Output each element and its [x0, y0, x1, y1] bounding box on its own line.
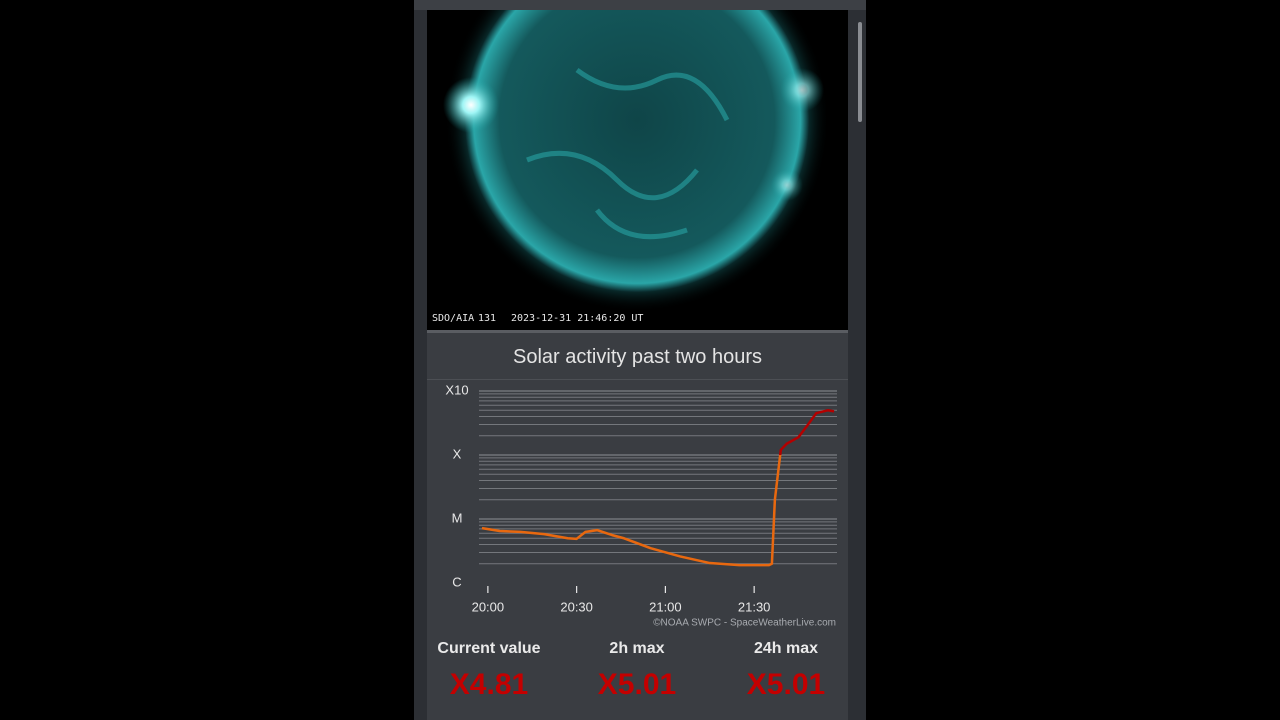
- x-tick-label: 21:30: [738, 599, 771, 614]
- top-bar: [414, 0, 866, 10]
- sun-image: [427, 10, 848, 330]
- data-line: [481, 408, 835, 567]
- image-caption: 2023-12-31 21:46:20 UT: [511, 313, 644, 324]
- image-caption: 131: [478, 313, 497, 324]
- credit: ©NOAA SWPC - SpaceWeatherLive.com: [653, 618, 836, 629]
- chart: C M X X10 20:00 20:30 21:00 21:30 ©NOAA SWPC - S…: [445, 382, 837, 629]
- divider: [427, 379, 848, 380]
- x-tick-label: 20:00: [472, 599, 505, 614]
- x-tick-label: 20:30: [560, 599, 593, 614]
- x-tick-label: 21:00: [649, 599, 682, 614]
- y-tick-label: C: [452, 574, 461, 589]
- stat-value: X5.01: [597, 668, 677, 701]
- y-tick-label: X10: [445, 382, 468, 397]
- stat-label: 2h max: [609, 640, 665, 657]
- stat-label: Current value: [437, 640, 541, 657]
- scrollbar[interactable]: [858, 22, 862, 122]
- y-tick-label: X: [453, 446, 462, 461]
- chart-title: Solar activity past two hours: [513, 346, 762, 368]
- image-caption: SDO/AIA: [432, 313, 475, 324]
- stat-value: X5.01: [746, 668, 826, 701]
- y-tick-label: M: [452, 510, 463, 525]
- stat-label: 24h max: [753, 640, 819, 657]
- stat-value: X4.81: [449, 668, 529, 701]
